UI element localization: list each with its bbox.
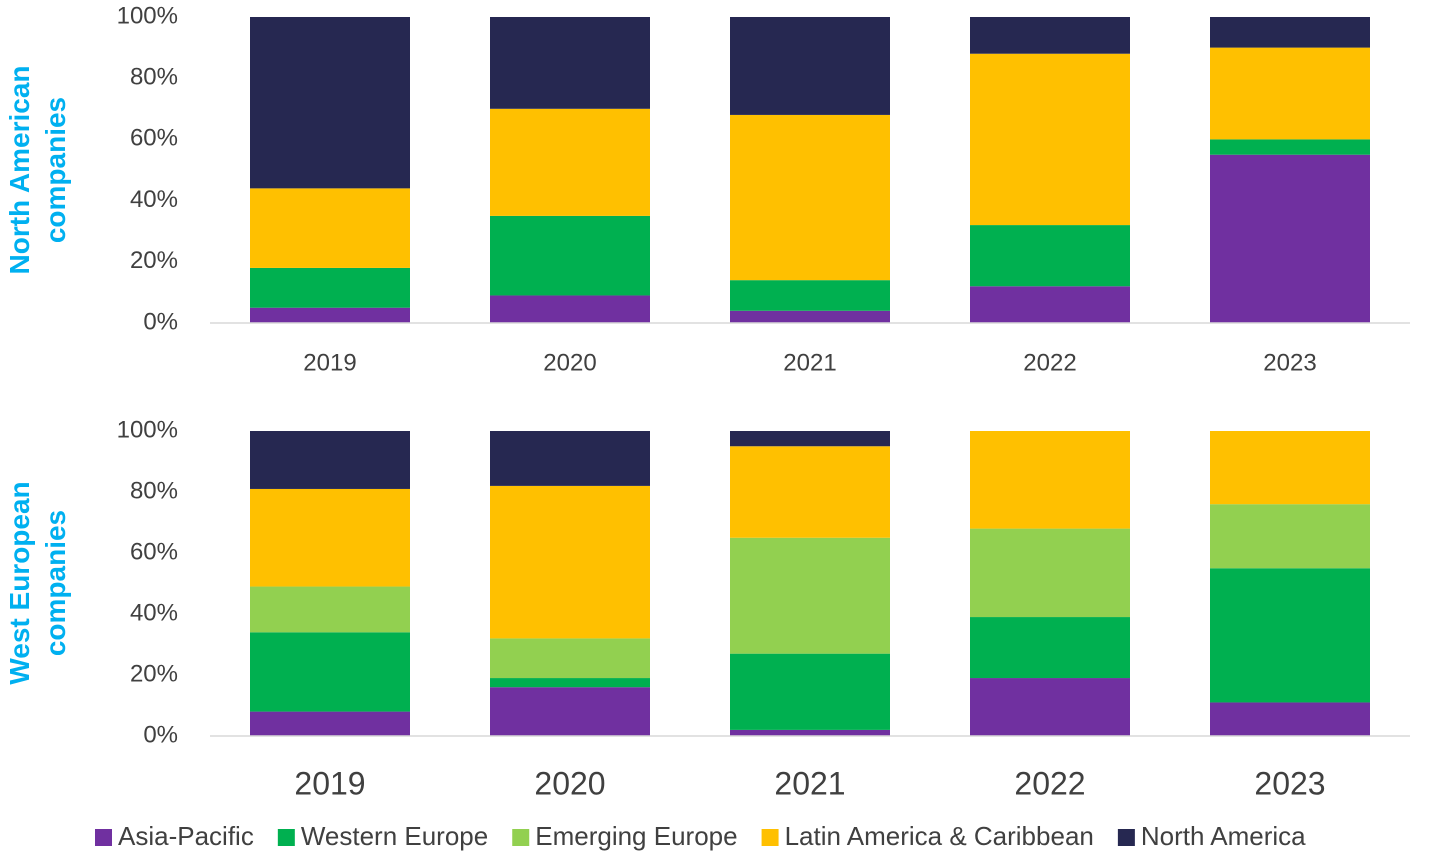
bar-segment bbox=[1210, 154, 1370, 323]
bar-segment bbox=[250, 431, 410, 489]
legend-label: Latin America & Caribbean bbox=[785, 821, 1094, 851]
legend-swatch bbox=[1117, 829, 1135, 846]
y-axis-label-line: companies bbox=[40, 510, 71, 656]
bar-segment bbox=[490, 678, 650, 688]
bar-segment bbox=[250, 188, 410, 268]
bar-segment bbox=[730, 446, 890, 538]
bar-segment bbox=[490, 431, 650, 486]
bar-segment bbox=[490, 108, 650, 216]
bar-segment bbox=[730, 114, 890, 281]
y-tick-label: 20% bbox=[130, 247, 178, 274]
y-tick-label: 40% bbox=[130, 186, 178, 213]
bar-segment bbox=[970, 225, 1130, 287]
y-tick-label: 40% bbox=[130, 599, 178, 626]
bar-segment bbox=[1210, 431, 1370, 505]
y-tick-label: 0% bbox=[143, 308, 178, 335]
y-tick-label: 80% bbox=[130, 64, 178, 91]
x-tick-label: 2019 bbox=[294, 765, 365, 801]
legend-swatch bbox=[277, 829, 295, 846]
y-tick-label: 20% bbox=[130, 660, 178, 687]
bar-segment bbox=[970, 17, 1130, 54]
bar-segment bbox=[490, 638, 650, 679]
bar-segment bbox=[730, 310, 890, 323]
y-tick-label: 100% bbox=[117, 416, 178, 443]
x-tick-label: 2020 bbox=[543, 349, 596, 376]
bar-segment bbox=[730, 431, 890, 447]
x-tick-label: 2023 bbox=[1254, 765, 1325, 801]
y-axis-label-line: companies bbox=[40, 97, 71, 243]
bar-segment bbox=[970, 528, 1130, 618]
y-tick-label: 0% bbox=[143, 721, 178, 748]
bar-segment bbox=[1210, 17, 1370, 48]
y-axis-label-line: West European bbox=[4, 481, 35, 684]
bar-segment bbox=[730, 729, 890, 736]
legend-swatch bbox=[512, 829, 530, 846]
bar-segment bbox=[250, 488, 410, 587]
y-tick-label: 60% bbox=[130, 538, 178, 565]
bar-segment bbox=[490, 17, 650, 109]
bar-segment bbox=[970, 617, 1130, 679]
bar-segment bbox=[1210, 504, 1370, 569]
x-tick-label: 2022 bbox=[1014, 765, 1085, 801]
x-tick-label: 2022 bbox=[1023, 349, 1076, 376]
legend-label: North America bbox=[1141, 821, 1306, 851]
bar-segment bbox=[490, 485, 650, 639]
bar-segment bbox=[730, 653, 890, 730]
bar-segment bbox=[490, 687, 650, 736]
bar-segment bbox=[250, 17, 410, 189]
legend-label: Western Europe bbox=[301, 821, 488, 851]
legend-label: Asia-Pacific bbox=[118, 821, 254, 851]
bar-segment bbox=[1210, 702, 1370, 736]
bar-segment bbox=[250, 267, 410, 308]
x-tick-label: 2021 bbox=[774, 765, 845, 801]
y-axis-label: West European companies bbox=[4, 481, 71, 684]
x-tick-label: 2021 bbox=[783, 349, 836, 376]
bar-segment bbox=[970, 286, 1130, 323]
bar-segment bbox=[1210, 47, 1370, 140]
x-tick-label: 2019 bbox=[303, 349, 356, 376]
bar-segment bbox=[970, 678, 1130, 736]
bar-segment bbox=[490, 295, 650, 323]
y-tick-label: 100% bbox=[117, 2, 178, 29]
legend-swatch bbox=[761, 829, 779, 846]
bar-segment bbox=[970, 431, 1130, 529]
bar-segment bbox=[490, 215, 650, 296]
bar-segment bbox=[250, 632, 410, 712]
bar-segment bbox=[250, 586, 410, 633]
legend-swatch bbox=[95, 829, 112, 846]
bar-segment bbox=[730, 537, 890, 654]
y-axis-label-line: North American bbox=[4, 65, 35, 274]
legend-label: Emerging Europe bbox=[535, 821, 737, 851]
bar-segment bbox=[1210, 139, 1370, 155]
bar-segment bbox=[730, 280, 890, 311]
x-tick-label: 2023 bbox=[1263, 349, 1316, 376]
y-axis-label: North American companies bbox=[4, 65, 71, 274]
bar-segment bbox=[1210, 568, 1370, 703]
bar-segment bbox=[970, 53, 1130, 226]
bar-segment bbox=[250, 711, 410, 736]
x-tick-label: 2020 bbox=[534, 765, 605, 801]
y-tick-label: 60% bbox=[130, 125, 178, 152]
bar-segment bbox=[730, 17, 890, 115]
y-tick-label: 80% bbox=[130, 477, 178, 504]
bar-segment bbox=[250, 307, 410, 323]
